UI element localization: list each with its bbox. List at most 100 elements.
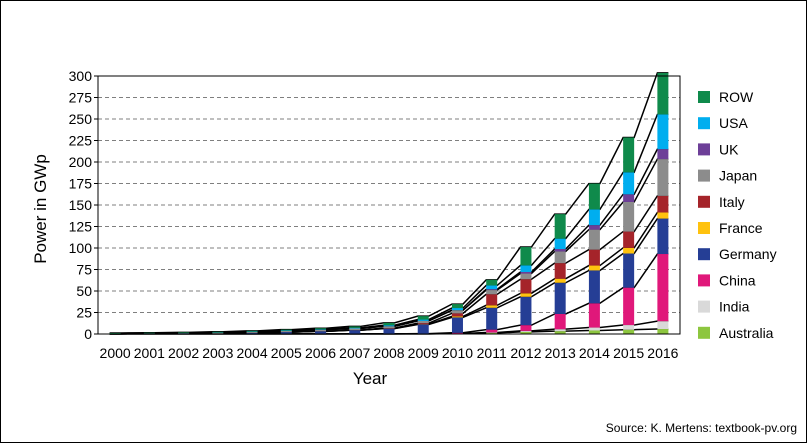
bar-segment-japan-2008 bbox=[384, 326, 395, 328]
bar-segment-india-2016 bbox=[657, 321, 668, 329]
bar-segment-germany-2007 bbox=[349, 330, 360, 334]
legend-swatch-usa bbox=[698, 117, 710, 129]
bar-segment-china-2012 bbox=[520, 325, 531, 331]
legend-label-row: ROW bbox=[719, 89, 754, 105]
bar-segment-row-2015 bbox=[623, 137, 634, 172]
bar-segment-china-2013 bbox=[555, 314, 566, 329]
bar-segment-usa-2016 bbox=[657, 114, 668, 149]
x-tick-label: 2015 bbox=[613, 345, 644, 361]
bar-segment-australia-2016 bbox=[657, 329, 668, 334]
bar-segment-japan-2009 bbox=[418, 321, 429, 323]
bar-segment-france-2013 bbox=[555, 279, 566, 283]
bar-segment-germany-2013 bbox=[555, 283, 566, 314]
bar-segment-japan-2004 bbox=[247, 332, 258, 333]
x-tick-label: 2006 bbox=[305, 345, 336, 361]
legend: ROWUSAUKJapanItalyFranceGermanyChinaIndi… bbox=[698, 89, 777, 341]
bar-segment-row-2000 bbox=[110, 333, 121, 334]
bar-segment-usa-2015 bbox=[623, 172, 634, 194]
legend-swatch-france bbox=[698, 222, 710, 234]
source-note: Source: K. Mertens: textbook-pv.org bbox=[606, 421, 797, 435]
bar-segment-india-2015 bbox=[623, 325, 634, 330]
y-tick-label: 150 bbox=[69, 197, 93, 213]
y-tick-label: 75 bbox=[76, 262, 92, 278]
bar-segment-usa-2008 bbox=[384, 325, 395, 326]
legend-label-australia: Australia bbox=[719, 325, 774, 341]
bar-segment-germany-2006 bbox=[315, 331, 326, 333]
cumulative-line-germany bbox=[110, 219, 669, 334]
legend-swatch-india bbox=[698, 301, 710, 313]
bar-segment-japan-2013 bbox=[555, 251, 566, 263]
bar-segment-japan-2014 bbox=[589, 230, 600, 250]
y-tick-label: 100 bbox=[69, 240, 93, 256]
y-tick-label: 250 bbox=[69, 111, 93, 127]
bar-segment-uk-2012 bbox=[520, 272, 531, 274]
x-tick-label: 2016 bbox=[647, 345, 678, 361]
bar-segment-italy-2015 bbox=[623, 232, 634, 248]
y-tick-label: 300 bbox=[69, 68, 93, 84]
legend-label-france: France bbox=[719, 220, 763, 236]
bar-segment-australia-2014 bbox=[589, 330, 600, 334]
x-tick-label: 2002 bbox=[168, 345, 199, 361]
x-tick-label: 2012 bbox=[510, 345, 541, 361]
bar-segment-germany-2016 bbox=[657, 219, 668, 254]
cumulative-line-china bbox=[110, 254, 669, 334]
x-tick-label: 2005 bbox=[271, 345, 302, 361]
legend-label-india: India bbox=[719, 299, 750, 315]
y-tick-label: 25 bbox=[76, 305, 92, 321]
bar-segment-japan-2011 bbox=[486, 290, 497, 294]
bar-segment-germany-2014 bbox=[589, 270, 600, 303]
bar-segment-india-2012 bbox=[520, 331, 531, 332]
bar-segment-usa-2007 bbox=[349, 328, 360, 329]
bar-segment-germany-2010 bbox=[452, 317, 463, 332]
legend-swatch-australia bbox=[698, 327, 710, 339]
x-tick-label: 2010 bbox=[442, 345, 473, 361]
cumulative-line-row bbox=[110, 73, 669, 333]
x-tick-label: 2007 bbox=[339, 345, 370, 361]
cumulative-lines bbox=[110, 73, 669, 334]
bar-segment-germany-2012 bbox=[520, 297, 531, 325]
bar-segment-italy-2009 bbox=[418, 323, 429, 324]
bar-segment-row-2005 bbox=[281, 330, 292, 331]
bar-segment-row-2003 bbox=[212, 332, 223, 333]
x-tick-label: 2001 bbox=[134, 345, 165, 361]
bar-segment-italy-2011 bbox=[486, 294, 497, 305]
bar-segment-row-2002 bbox=[178, 332, 189, 333]
bar-segment-usa-2011 bbox=[486, 285, 497, 289]
bar-segment-uk-2014 bbox=[589, 225, 600, 229]
bar-segment-australia-2015 bbox=[623, 330, 634, 334]
bars bbox=[110, 73, 669, 334]
y-tick-label: 0 bbox=[84, 326, 92, 342]
bar-segment-japan-2015 bbox=[623, 202, 634, 232]
bar-segment-usa-2010 bbox=[452, 308, 463, 310]
bar-segment-china-2010 bbox=[452, 333, 463, 334]
legend-label-usa: USA bbox=[719, 115, 748, 131]
bar-segment-france-2016 bbox=[657, 212, 668, 218]
cumulative-line-japan bbox=[110, 159, 669, 333]
x-tick-label: 2003 bbox=[202, 345, 233, 361]
x-tick-label: 2008 bbox=[373, 345, 404, 361]
bar-segment-uk-2016 bbox=[657, 149, 668, 159]
bar-segment-france-2015 bbox=[623, 248, 634, 254]
bar-segment-usa-2006 bbox=[315, 329, 326, 330]
cumulative-line-usa bbox=[110, 114, 669, 333]
bar-segment-japan-2006 bbox=[315, 330, 326, 331]
legend-label-china: China bbox=[719, 272, 756, 288]
bar-segment-uk-2013 bbox=[555, 249, 566, 251]
bar-segment-row-2007 bbox=[349, 326, 360, 327]
bar-segment-usa-2012 bbox=[520, 265, 531, 272]
bar-segment-italy-2012 bbox=[520, 279, 531, 293]
bar-segment-germany-2008 bbox=[384, 329, 395, 334]
bar-segment-row-2008 bbox=[384, 323, 395, 325]
bar-segment-india-2014 bbox=[589, 328, 600, 331]
bar-segment-row-2009 bbox=[418, 316, 429, 319]
bar-segment-france-2014 bbox=[589, 266, 600, 271]
bar-segment-japan-2010 bbox=[452, 310, 463, 313]
x-tick-label: 2011 bbox=[477, 345, 507, 361]
bar-segment-france-2012 bbox=[520, 293, 531, 296]
bar-segment-italy-2013 bbox=[555, 263, 566, 279]
legend-label-japan: Japan bbox=[719, 168, 757, 184]
x-tick-label: 2009 bbox=[408, 345, 439, 361]
